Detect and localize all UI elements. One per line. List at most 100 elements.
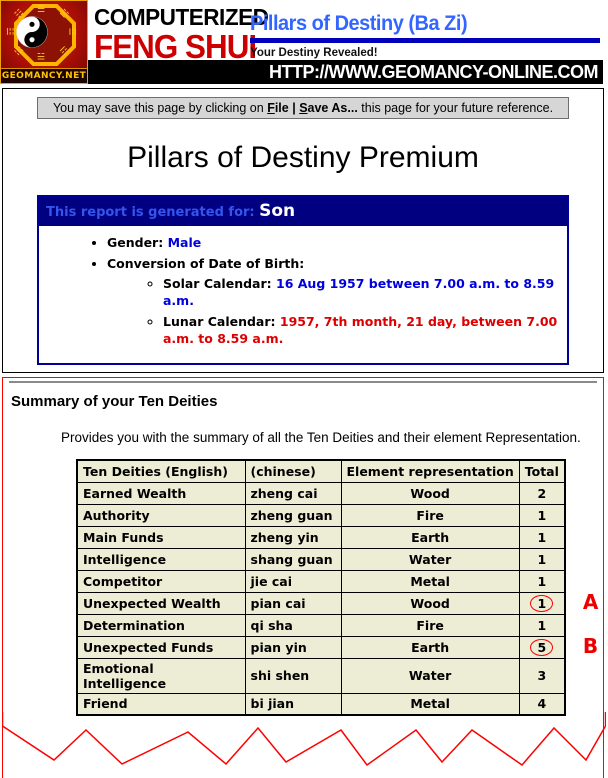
gender-label: Gender: [107,235,164,250]
section-divider [9,381,597,383]
report-box-body: Gender: Male Conversion of Date of Birth… [39,226,567,363]
cell-element: Fire [340,613,520,637]
cell-deity: Intelligence [76,547,246,571]
ten-deities-section: Summary of your Ten Deities Provides you… [2,377,606,778]
site-url-bar: HTTP://WWW.GEOMANCY-ONLINE.COM [88,60,603,84]
row-marker-b: B [582,634,599,658]
col-header-chinese: (chinese) [244,459,342,483]
report-details-section: You may save this page by clicking on Fi… [2,88,604,373]
cell-deity: Unexpected Wealth [76,591,246,615]
logo-site-label: GEOMANCY.NET [1,68,87,83]
cell-total: 1 [518,547,566,571]
table-row: Friend bi jian Metal 4 [76,692,566,716]
cell-chinese: zheng cai [244,481,342,505]
lunar-value: 1957, 7th month, 21 day, between 7.00 a.… [163,314,558,346]
cell-deity: Main Funds [76,525,246,549]
table-row: Emotional Intelligence shi shen Water 3 [76,657,566,694]
cell-element: Metal [340,569,520,593]
cell-deity: Friend [76,692,246,716]
cell-chinese: zheng yin [244,525,342,549]
gender-value: Male [167,235,202,250]
cell-element: Fire [340,503,520,527]
site-logo: ☰ ☱ ☲ ☳ ☴ ☵ ☶ ☷ GEOMANCY.NET [0,0,88,84]
cell-total: 1 [518,569,566,593]
cell-chinese: pian yin [244,635,342,659]
table-row: Determination qi sha Fire 1 [76,613,566,637]
tagline: Your Destiny Revealed! [250,47,378,59]
yin-yang-icon [16,16,48,48]
report-for-label: This report is generated for: [46,205,255,220]
notice-suffix: this page for your future reference. [357,101,554,115]
cell-chinese: zheng guan [244,503,342,527]
col-header-deity: Ten Deities (English) [76,459,246,483]
cell-element: Earth [340,635,520,659]
col-header-total: Total [518,459,566,483]
cell-deity: Authority [76,503,246,527]
trigram-glyph: ☰ [37,5,46,15]
cell-total: 4 [518,692,566,716]
cell-element: Water [340,657,520,694]
product-block: Pillars of Destiny (Ba Zi) Your Destiny … [250,12,602,59]
solar-value: 16 Aug 1957 between 7.00 a.m. to 8.59 a.… [163,276,555,308]
cell-element: Metal [340,692,520,716]
table-row: Authority zheng guan Fire 1 [76,503,566,527]
cell-deity: Unexpected Funds [76,635,246,659]
report-box: This report is generated for: Son Gender… [37,195,569,365]
notice-prefix: You may save this page by clicking on [52,101,268,115]
red-circle-annotation: 5 [530,638,554,656]
conversion-label: Conversion of Date of Birth: [107,256,305,271]
cell-total: 2 [518,481,566,505]
site-header: ☰ ☱ ☲ ☳ ☴ ☵ ☶ ☷ GEOMANCY.NET COMPUTERIZED FENG … [0,0,608,84]
table-row: Earned Wealth zheng cai Wood 2 [76,481,566,505]
table-row: Unexpected Wealth pian cai Wood 1 [76,591,566,615]
cell-chinese: shang guan [244,547,342,571]
solar-calendar-item: Solar Calendar: 16 Aug 1957 between 7.00… [163,275,561,309]
cell-total: 1 [518,503,566,527]
cell-total: 1 [518,525,566,549]
report-box-header: This report is generated for: Son [39,197,567,226]
cell-deity: Competitor [76,569,246,593]
notice-separator: | [288,101,300,115]
cell-chinese: pian cai [244,591,342,615]
table-row: Unexpected Funds pian yin Earth 5 [76,635,566,659]
cell-element: Wood [340,591,520,615]
cell-chinese: shi shen [244,657,342,694]
title-underline [250,38,600,43]
save-as-menu-label: Save As... [299,101,358,115]
gender-item: Gender: Male [107,234,561,251]
row-marker-a: A [582,590,599,614]
cell-deity: Emotional Intelligence [76,657,246,694]
cell-total: 1 [518,591,566,615]
solar-label: Solar Calendar: [163,276,272,291]
cell-element: Water [340,547,520,571]
cell-total: 1 [518,613,566,637]
cell-total: 5 [518,635,566,659]
lunar-label: Lunar Calendar: [163,314,276,329]
report-for-name: Son [259,201,296,221]
cell-chinese: qi sha [244,613,342,637]
table-row: Intelligence shang guan Water 1 [76,547,566,571]
deities-table-body: Earned Wealth zheng cai Wood 2 Authority zhen… [76,481,566,716]
cell-deity: Determination [76,613,246,637]
torn-edge-zigzag [2,712,606,767]
summary-description: Provides you with the summary of all the… [61,430,581,445]
summary-heading: Summary of your Ten Deities [11,393,218,410]
save-page-notice: You may save this page by clicking on Fi… [37,97,569,119]
table-row: Main Funds zheng yin Earth 1 [76,525,566,549]
cell-element: Earth [340,525,520,549]
cell-chinese: bi jian [244,692,342,716]
brand-block: COMPUTERIZED FENG SHUI [94,4,272,66]
table-header-row: Ten Deities (English) (chinese) Element … [76,459,566,483]
cell-total: 3 [518,657,566,694]
brand-feng-shui: FENG SHUI [94,28,257,65]
page-title: Pillars of Destiny Premium [127,141,479,174]
table-row: Competitor jie cai Metal 1 [76,569,566,593]
red-circle-annotation: 1 [530,594,554,612]
product-title: Pillars of Destiny (Ba Zi) [250,12,468,35]
lunar-calendar-item: Lunar Calendar: 1957, 7th month, 21 day,… [163,313,561,347]
deities-table: Ten Deities (English) (chinese) Element … [76,459,566,716]
cell-deity: Earned Wealth [76,481,246,505]
trigram-glyph: ☴ [37,50,46,60]
col-header-element: Element representation [340,459,520,483]
